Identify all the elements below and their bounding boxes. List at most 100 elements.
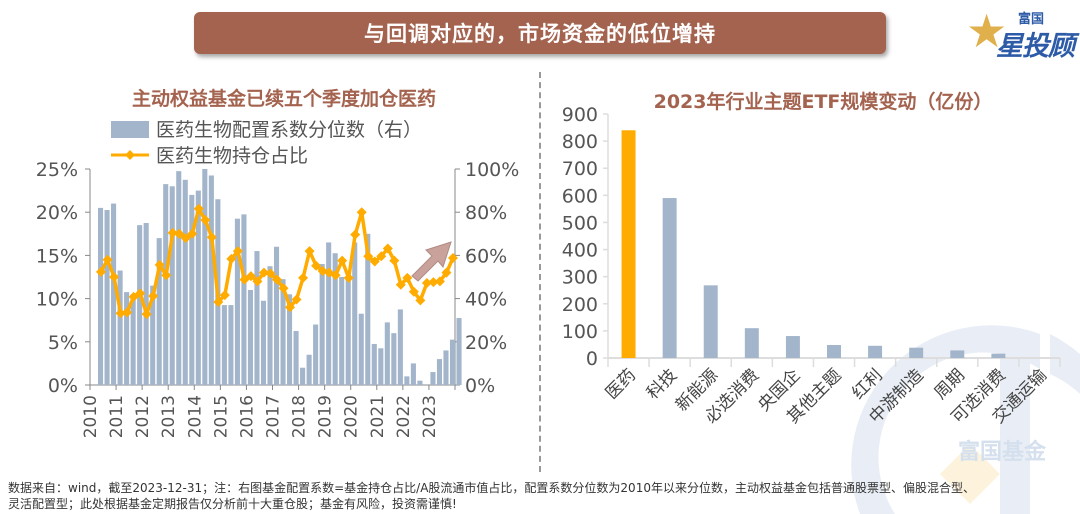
category-label: 医药: [602, 365, 640, 403]
right-y-tick-label: 20%: [465, 332, 507, 354]
percentile-bar: [117, 270, 123, 385]
holding-ratio-point: [96, 266, 106, 277]
percentile-bar: [176, 171, 182, 385]
watermark-diamond: [940, 444, 1000, 504]
percentile-bar: [130, 294, 136, 385]
percentile-bar: [345, 279, 351, 385]
left-chart-title: 主动权益基金已续五个季度加仓医药: [132, 87, 436, 110]
percentile-bar: [228, 305, 234, 385]
x-tick-label: 2013: [159, 395, 179, 438]
banner-title: 与回调对应的，市场资金的低位增持: [194, 12, 886, 54]
holding-ratio-point: [226, 253, 237, 264]
holding-ratio-point: [154, 259, 165, 270]
percentile-bar: [273, 246, 280, 385]
percentile-bar: [150, 285, 156, 385]
etf-bar: [703, 285, 718, 358]
percentile-bar: [143, 223, 149, 385]
percentile-bar: [104, 210, 110, 385]
holding-ratio-point: [285, 302, 296, 313]
holding-ratio-point: [102, 254, 113, 265]
y-tick-label: 600: [562, 185, 598, 207]
percentile-bar: [332, 253, 338, 385]
right-chart: 2023年行业主题ETF规模变动（亿份） 0 100 200 300 400 500 600…: [562, 90, 1061, 428]
x-tick-label: 2018: [290, 395, 310, 438]
y-tick-label: 0: [586, 348, 598, 370]
holding-ratio-point: [200, 214, 211, 225]
holding-ratio-point: [193, 203, 204, 214]
footnote-line-2: 灵活配置型；此处根据基金定期报告仅分析前十大重仓股；基金有风险，投资需谨慎!: [8, 497, 457, 511]
etf-bar: [662, 198, 677, 358]
left-y-tick-label: 5%: [48, 332, 78, 354]
percentile-bar: [111, 203, 117, 385]
left-y-tick-label: 0%: [48, 375, 78, 397]
percentile-bar: [430, 372, 436, 385]
right-y-tick-label: 100%: [465, 159, 519, 181]
holding-ratio-point: [311, 260, 322, 271]
percentile-bar: [163, 184, 169, 385]
holding-ratio-point: [122, 307, 133, 318]
legend-bar-swatch: [111, 121, 149, 138]
holding-ratio-point: [135, 288, 146, 299]
watermark-text: 富国基金: [958, 439, 1047, 465]
left-y-tick-label: 25%: [36, 159, 78, 181]
percentile-bar: [443, 350, 449, 385]
percentile-bar: [326, 242, 332, 385]
percentile-bar: [436, 359, 443, 385]
right-y-tick-label: 80%: [465, 202, 507, 224]
right-chart-title: 2023年行业主题ETF规模变动（亿份）: [654, 90, 993, 113]
holding-ratio-point: [350, 229, 361, 240]
y-tick-label: 900: [562, 104, 598, 126]
holding-ratio-point: [232, 246, 243, 257]
percentile-bar: [371, 343, 377, 385]
logo-bottom-text: 星投顾: [996, 31, 1075, 62]
percentile-bar: [156, 238, 162, 385]
holding-ratio-point: [395, 279, 406, 290]
holding-ratio-point: [330, 270, 341, 281]
x-tick-label: 2015: [211, 395, 231, 438]
uptrend-arrow-icon: [411, 241, 452, 282]
holding-ratio-point: [304, 246, 315, 257]
holding-ratio-point: [447, 252, 458, 263]
holding-ratio-point: [343, 272, 354, 283]
left-y-tick-label: 20%: [36, 202, 78, 224]
x-tick-label: 2021: [368, 395, 388, 438]
y-tick-label: 300: [562, 267, 598, 289]
holding-ratio-point: [219, 290, 230, 301]
percentile-bar: [397, 309, 403, 385]
percentile-bar: [319, 264, 325, 385]
holding-ratio-point: [187, 228, 198, 239]
etf-bar: [950, 350, 965, 358]
holding-ratio-point: [428, 277, 439, 288]
holding-ratio-point: [408, 286, 419, 297]
holding-ratio-point: [415, 295, 426, 306]
footnote-line-1: 数据来自：wind，截至2023-12-31；注：右图基金配置系数=基金持仓占比…: [8, 481, 975, 495]
holding-ratio-point: [421, 278, 432, 289]
etf-bar: [909, 347, 924, 358]
x-tick-label: 2010: [81, 395, 101, 438]
holding-ratio-point: [265, 268, 276, 279]
holding-ratio-point: [258, 267, 269, 278]
percentile-bar: [221, 305, 227, 385]
percentile-bar: [449, 339, 456, 385]
holding-ratio-point: [291, 294, 302, 305]
percentile-bar: [137, 225, 143, 385]
percentile-bar: [358, 313, 364, 385]
percentile-bar: [241, 214, 247, 385]
holding-ratio-point: [115, 308, 126, 319]
star-icon: ★: [966, 4, 1008, 58]
holding-ratio-point: [369, 256, 380, 267]
left-y-tick-label: 10%: [36, 289, 78, 311]
holding-ratio-point: [441, 267, 452, 278]
holding-ratio-point: [174, 228, 185, 239]
x-tick-label: 2012: [133, 395, 153, 438]
percentile-bar: [306, 354, 312, 385]
holding-ratio-point: [141, 309, 152, 320]
holding-ratio-point: [180, 233, 191, 244]
holding-ratio-point: [271, 274, 282, 285]
chart-divider: [539, 72, 541, 472]
x-tick-label: 2017: [264, 395, 284, 438]
holding-ratio-point: [363, 251, 374, 262]
percentile-bar: [247, 289, 253, 385]
holding-ratio-point: [382, 243, 393, 254]
percentile-bar: [280, 279, 286, 385]
